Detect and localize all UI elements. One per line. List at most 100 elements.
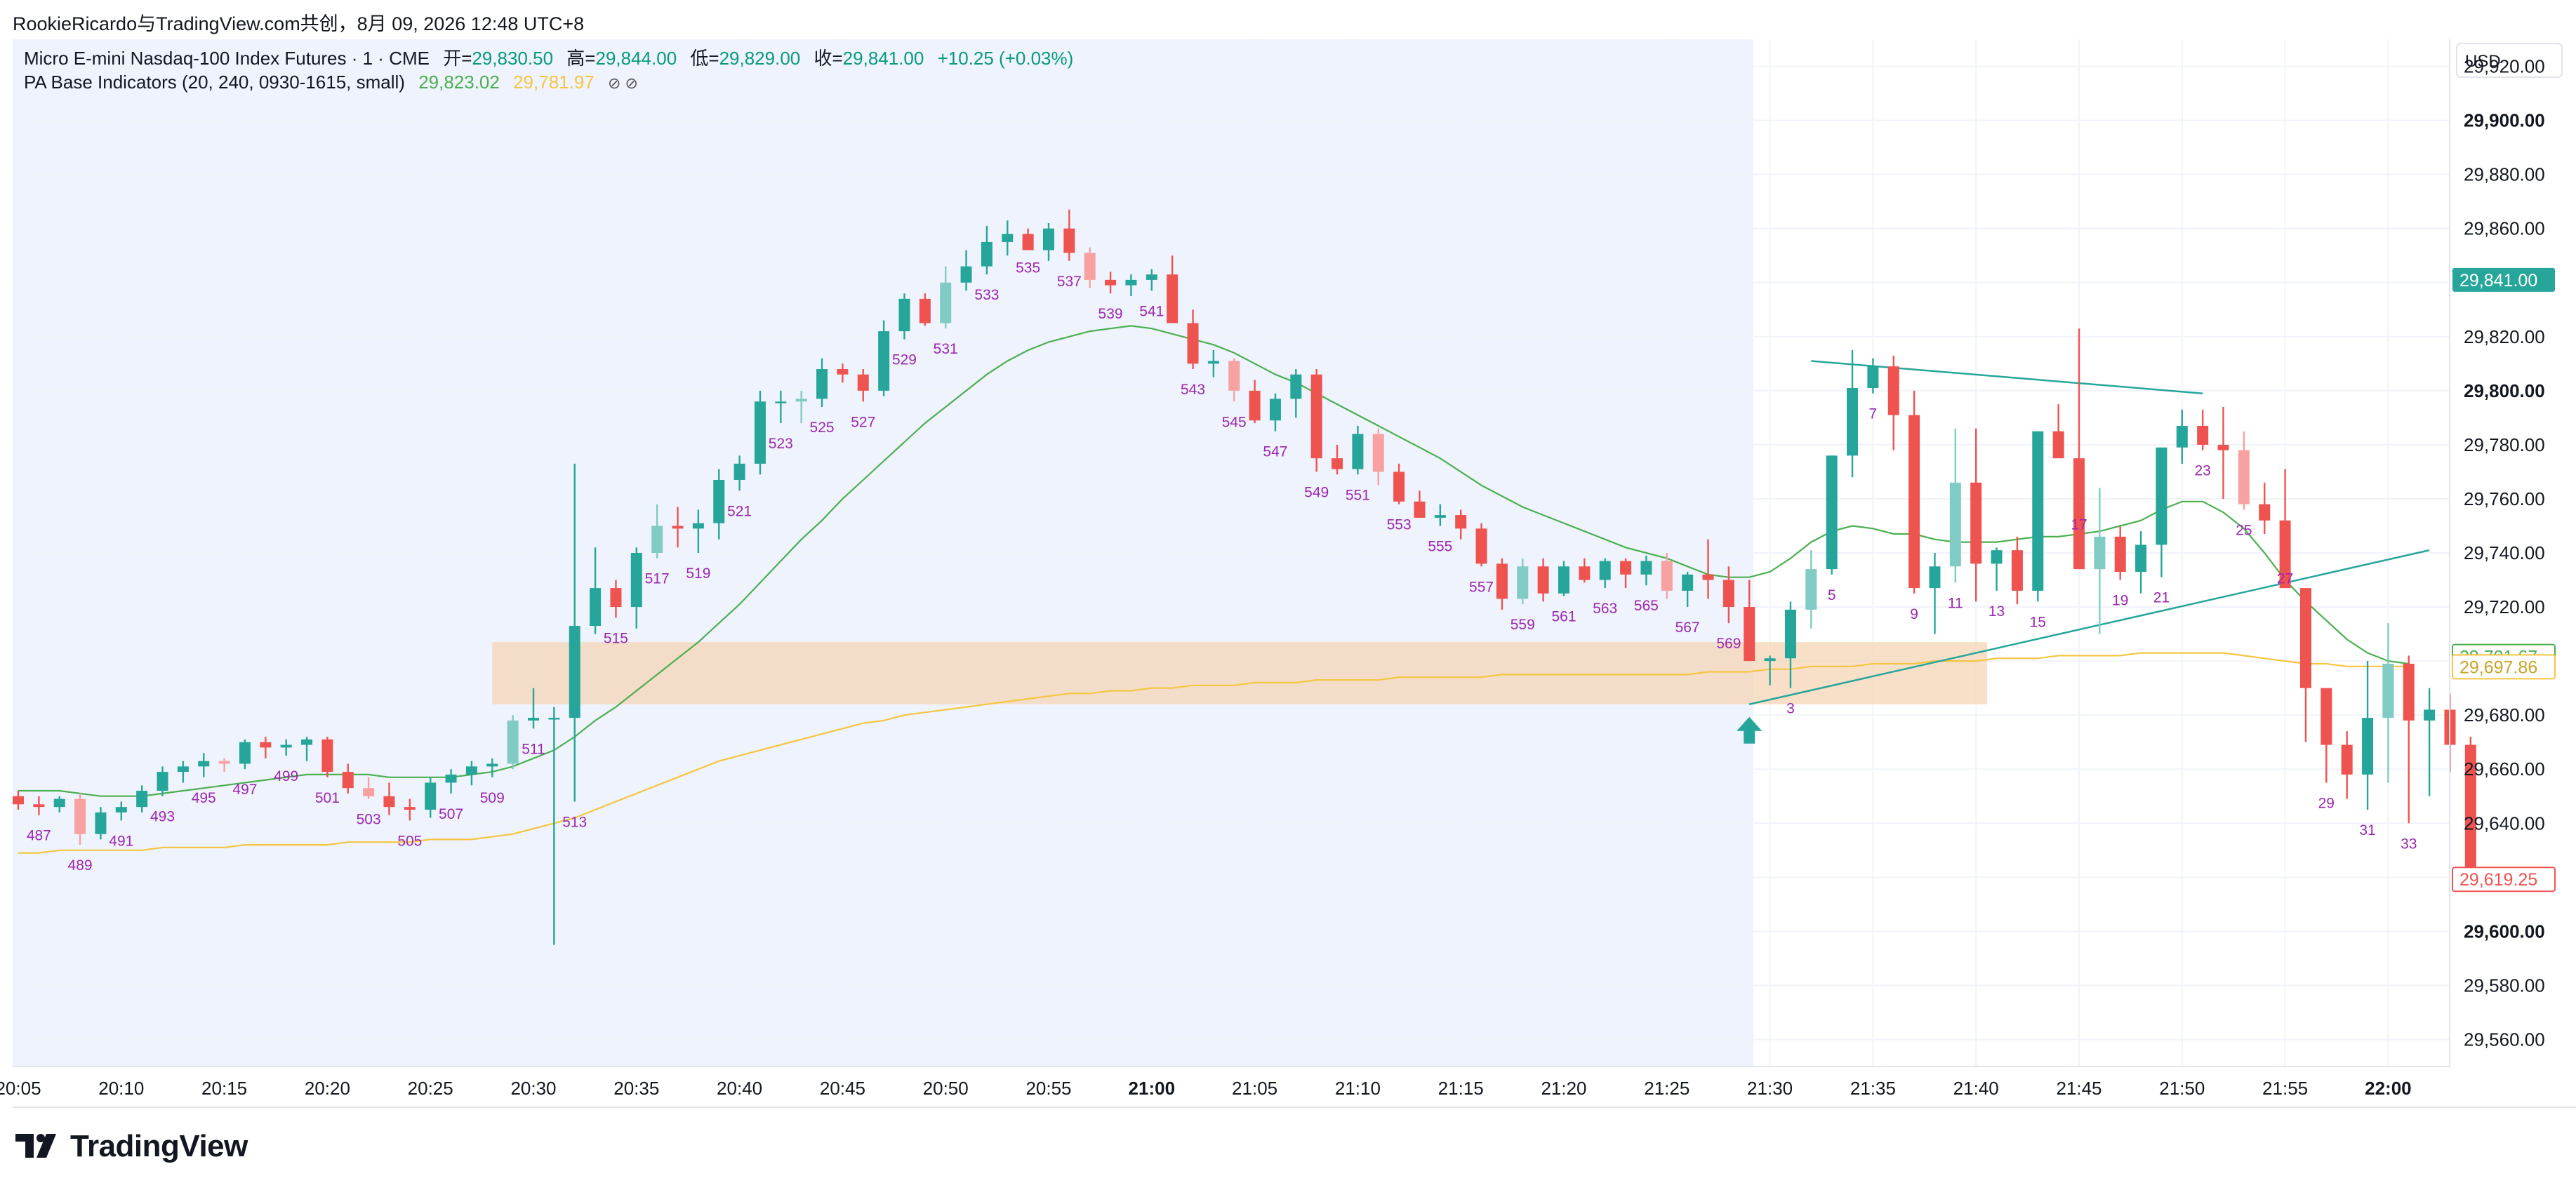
candle-body [2176, 425, 2188, 448]
candle [301, 736, 313, 761]
candle-body [651, 526, 663, 553]
time-tick-label: 20:20 [305, 1078, 350, 1099]
candle [2114, 526, 2126, 580]
zone-layer [492, 642, 1988, 704]
candles-layer [13, 209, 2476, 945]
candle-body [1455, 515, 1467, 529]
candle-body [1682, 574, 1694, 591]
bar-number-label: 517 [645, 571, 670, 587]
candle [1949, 428, 1961, 583]
price-badge: 29,697.86 [2452, 654, 2556, 680]
candle-body [1393, 472, 1405, 502]
candle-body [1352, 434, 1364, 469]
candle [2011, 536, 2023, 605]
ma-slow-line [18, 652, 2409, 854]
candle-body [157, 772, 168, 791]
candle [2403, 655, 2415, 824]
candle-body [342, 772, 354, 789]
candle [2424, 688, 2436, 796]
candle [590, 547, 602, 634]
currency-box[interactable]: USD [2456, 43, 2563, 78]
candle-body [2135, 544, 2147, 572]
candle-body [1022, 234, 1034, 250]
candle [157, 766, 168, 796]
bar-number-label: 11 [1948, 595, 1963, 611]
candle [1517, 558, 1529, 605]
candle-body [754, 401, 766, 464]
price-tick-label: 29,720.00 [2464, 596, 2545, 617]
time-tick-label: 22:00 [2365, 1078, 2412, 1099]
candle-body [465, 766, 477, 775]
candle-body [198, 761, 210, 767]
candle [115, 801, 127, 821]
bar-number-label: 19 [2112, 593, 2128, 609]
bar-number-label: 13 [1989, 603, 2005, 620]
time-tick-label: 21:35 [1850, 1078, 1896, 1099]
candle [1105, 272, 1117, 294]
tradingview-logo[interactable]: TradingView [15, 1125, 248, 1168]
bar-number-label: 565 [1634, 598, 1659, 614]
candle-body [528, 718, 539, 721]
candle-body [548, 718, 560, 720]
candle [2464, 736, 2476, 883]
time-tick-label: 20:55 [1025, 1078, 1071, 1099]
legend-high-label: 高= [566, 48, 596, 69]
bar-number-label: 553 [1387, 517, 1412, 533]
time-tick-label: 20:30 [510, 1078, 556, 1099]
candle-body [1764, 658, 1776, 662]
legend-symbol[interactable]: Micro E-mini Nasdaq-100 Index Futures · … [24, 48, 430, 69]
candle-body [1372, 434, 1384, 472]
price-badge: 29,841.00 [2452, 267, 2555, 292]
candle-body [1949, 482, 1961, 567]
candle-body [2341, 744, 2353, 775]
candle-body [445, 774, 457, 783]
candle-body [1063, 228, 1075, 253]
bar-number-label: 521 [727, 503, 752, 519]
legend-close-label: 收= [814, 48, 843, 69]
candle-body [1167, 274, 1179, 323]
indicator-name[interactable]: PA Base Indicators (20, 240, 0930-1615, … [24, 72, 405, 93]
time-tick-label: 20:25 [408, 1078, 453, 1099]
time-tick-label: 20:05 [0, 1078, 41, 1099]
candle [177, 761, 189, 783]
candle-body [2011, 550, 2023, 591]
visibility-toggle-icon[interactable]: ⊘ ⊘ [608, 74, 638, 92]
price-tick-label: 29,660.00 [2464, 758, 2545, 780]
candle-body [898, 298, 910, 332]
time-tick-label: 20:40 [717, 1078, 762, 1099]
candle-body [425, 782, 437, 810]
candle-body [2217, 444, 2229, 450]
bar-number-label: 569 [1716, 636, 1741, 652]
candle-body [816, 369, 828, 399]
candle-body [1146, 274, 1157, 280]
candle-body [569, 626, 580, 718]
candle-body [1826, 455, 1838, 570]
candle [2032, 431, 2044, 602]
candle-body [733, 463, 745, 480]
candle [260, 736, 272, 758]
candle [1784, 601, 1796, 688]
candle-body [2403, 663, 2415, 721]
support-zone [492, 642, 1988, 704]
candle [1847, 350, 1859, 478]
candle-body [857, 374, 869, 391]
bar-number-label: 17 [2071, 517, 2087, 533]
bar-number-label: 491 [109, 833, 133, 849]
ma-fast-line [18, 325, 2409, 797]
candle-body [1269, 399, 1281, 421]
candle [2238, 431, 2250, 510]
bar-number-label: 3 [1786, 701, 1795, 717]
bar-number-label: 499 [274, 768, 298, 784]
candle-body [239, 742, 251, 764]
candle [507, 715, 519, 770]
tradingview-wordmark: TradingView [70, 1129, 248, 1163]
currency-box-frame [2456, 43, 2563, 78]
candle [1352, 425, 1364, 475]
candle [1887, 355, 1899, 450]
legend-low-label: 低= [690, 48, 719, 69]
candle [651, 504, 663, 559]
candle-body [404, 807, 416, 810]
bar-number-label: 567 [1675, 620, 1700, 636]
